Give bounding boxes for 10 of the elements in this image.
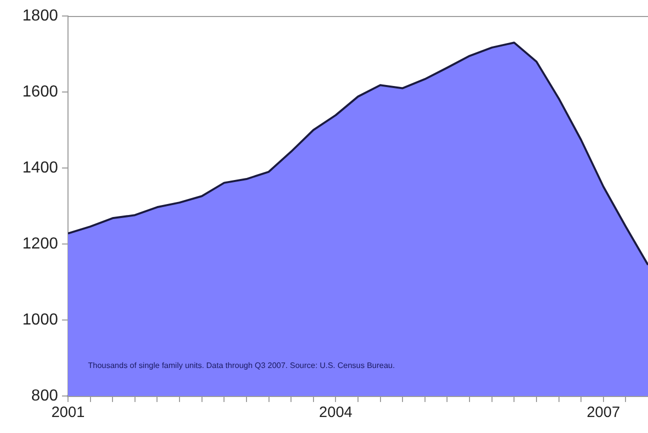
y-tick-label: 1800: [22, 7, 58, 24]
x-tick-label: 2007: [586, 404, 620, 422]
y-tick-label: 1400: [22, 159, 58, 176]
annotation: Thousands of single family units. Data through Q3 2007. Source: U.S. Census Bureau.: [88, 361, 395, 370]
x-tick-label: 2001: [51, 404, 85, 422]
y-tick-label: 1200: [22, 235, 58, 252]
y-tick-label: 1600: [22, 83, 58, 100]
x-tick-label: 2004: [319, 404, 352, 422]
y-tick-label: 800: [31, 387, 58, 404]
y-tick-label: 1000: [22, 311, 58, 328]
